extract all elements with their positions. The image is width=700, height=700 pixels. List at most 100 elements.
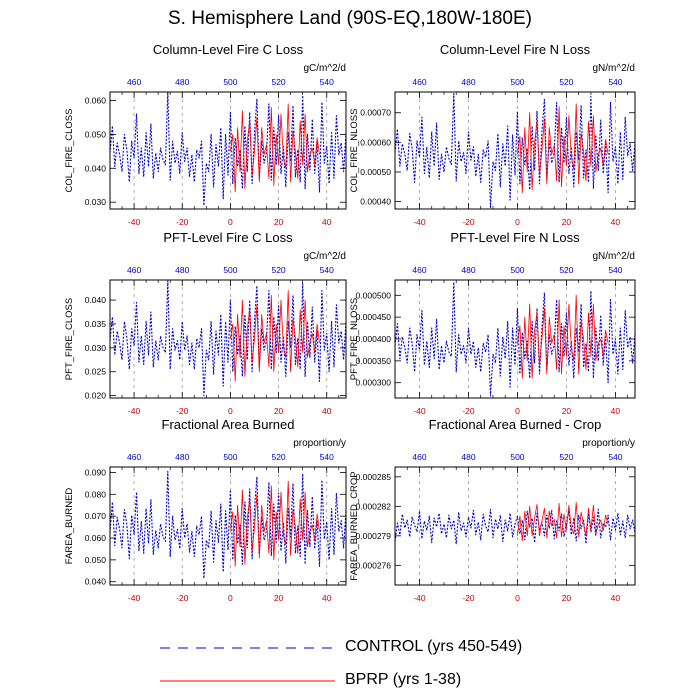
y-axis-label: COL_FIRE_CLOSS	[64, 109, 75, 193]
x-tick-label: -40	[128, 406, 141, 416]
panel-units: gC/m^2/d	[304, 63, 347, 74]
x-tick-label: 20	[562, 593, 572, 603]
top-tick-label: 500	[223, 265, 237, 275]
top-tick-label: 460	[412, 77, 426, 87]
y-tick-label: 0.040	[85, 163, 107, 173]
x-tick-label: -40	[413, 217, 426, 227]
panel-units: gN/m^2/d	[593, 251, 636, 262]
y-axis-label: FAREA_BURNED	[64, 488, 75, 565]
y-tick-label: 0.000282	[356, 501, 392, 511]
y-tick-label: 0.000279	[356, 531, 392, 541]
y-tick-label: 0.000500	[356, 290, 392, 300]
x-tick-label: 0	[515, 593, 520, 603]
panel-title: Column-Level Fire N Loss	[440, 42, 591, 57]
top-tick-label: 480	[175, 452, 189, 462]
bprp-series-line	[517, 294, 609, 379]
y-tick-label: 0.040	[85, 295, 107, 305]
plot-frame	[394, 91, 636, 210]
x-tick-label: 20	[274, 217, 284, 227]
y-tick-label: 0.000450	[356, 312, 392, 322]
y-tick-label: 0.035	[85, 319, 107, 329]
top-tick-label: 460	[127, 452, 141, 462]
y-tick-label: 0.070	[85, 511, 107, 521]
top-tick-label: 540	[608, 452, 622, 462]
y-tick-label: 0.030	[85, 343, 107, 353]
plot-frame	[394, 466, 636, 586]
x-tick-label: 20	[562, 217, 572, 227]
y-tick-label: 0.020	[85, 391, 107, 401]
x-tick-label: 40	[322, 217, 332, 227]
top-tick-label: 520	[559, 452, 573, 462]
x-tick-label: -20	[176, 593, 189, 603]
panel-title: PFT-Level Fire C Loss	[163, 230, 293, 245]
panel-title: Fractional Area Burned - Crop	[429, 417, 602, 432]
x-tick-label: -40	[413, 406, 426, 416]
panel-units: proportion/y	[293, 438, 346, 449]
figure-title: S. Hemisphere Land (90S-EQ,180W-180E)	[168, 8, 532, 29]
top-tick-label: 480	[461, 265, 475, 275]
y-tick-label: 0.080	[85, 489, 107, 499]
x-tick-label: 40	[611, 217, 621, 227]
top-tick-label: 500	[510, 265, 524, 275]
y-axis-label: FAREA_BURNED_CROP	[349, 471, 360, 580]
x-tick-label: 0	[515, 406, 520, 416]
y-tick-label: 0.050	[85, 129, 107, 139]
y-tick-label: 0.060	[85, 533, 107, 543]
y-tick-label: 0.000285	[356, 472, 392, 482]
panel-units: gC/m^2/d	[304, 251, 347, 262]
top-tick-label: 500	[223, 452, 237, 462]
top-tick-label: 520	[271, 77, 285, 87]
top-tick-label: 480	[175, 77, 189, 87]
y-tick-label: 0.025	[85, 367, 107, 377]
y-axis-label: PFT_FIRE_NLOSS	[349, 298, 360, 380]
top-tick-label: 480	[461, 77, 475, 87]
control-series-line	[109, 470, 347, 579]
top-tick-label: 540	[608, 77, 622, 87]
x-tick-label: 40	[611, 406, 621, 416]
y-tick-label: 0.040	[85, 577, 107, 587]
y-tick-label: 0.00050	[360, 167, 391, 177]
x-tick-label: -40	[413, 593, 426, 603]
y-tick-label: 0.00060	[360, 137, 391, 147]
top-tick-label: 480	[175, 265, 189, 275]
plot-frame	[394, 279, 636, 399]
y-tick-label: 0.00040	[360, 197, 391, 207]
plot-frame	[109, 466, 347, 586]
top-tick-label: 500	[510, 77, 524, 87]
x-tick-label: 20	[274, 406, 284, 416]
top-tick-label: 540	[320, 265, 334, 275]
x-tick-label: 40	[322, 593, 332, 603]
x-tick-label: 20	[274, 593, 284, 603]
y-tick-label: 0.00070	[360, 108, 391, 118]
panel-title: Fractional Area Burned	[162, 417, 295, 432]
x-tick-label: -20	[176, 217, 189, 227]
x-tick-label: 40	[611, 593, 621, 603]
y-tick-label: 0.050	[85, 555, 107, 565]
y-tick-label: 0.030	[85, 197, 107, 207]
panel-units: proportion/y	[582, 438, 635, 449]
plot-frame	[109, 279, 347, 399]
top-tick-label: 460	[127, 77, 141, 87]
y-tick-label: 0.000350	[356, 356, 392, 366]
top-tick-label: 540	[608, 265, 622, 275]
x-tick-label: 20	[562, 406, 572, 416]
x-tick-label: -20	[462, 593, 475, 603]
x-tick-label: -40	[128, 217, 141, 227]
bprp-series-line	[517, 501, 609, 542]
bprp-series-line	[230, 103, 320, 193]
panel-units: gN/m^2/d	[593, 63, 636, 74]
top-tick-label: 520	[559, 265, 573, 275]
top-tick-label: 480	[461, 452, 475, 462]
x-tick-label: -20	[462, 217, 475, 227]
y-tick-label: 0.000400	[356, 334, 392, 344]
top-tick-label: 520	[559, 77, 573, 87]
top-tick-label: 540	[320, 77, 334, 87]
y-tick-label: 0.000300	[356, 378, 392, 388]
y-tick-label: 0.060	[85, 95, 107, 105]
top-tick-label: 520	[271, 265, 285, 275]
control-series-line	[109, 280, 347, 397]
bprp-series-line	[517, 103, 609, 194]
top-tick-label: 460	[412, 452, 426, 462]
control-series-line	[109, 91, 347, 207]
